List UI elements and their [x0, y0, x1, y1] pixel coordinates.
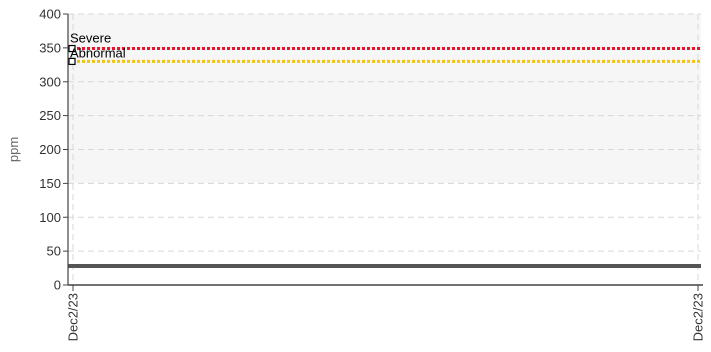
y-tick-label: 400	[39, 7, 61, 22]
x-tick-label: Dec2/23	[691, 293, 706, 341]
axes	[63, 13, 703, 291]
threshold-lines	[68, 44, 701, 66]
threshold-marker-severe	[68, 44, 76, 53]
threshold-label-severe: Severe	[70, 31, 111, 46]
y-tick-label: 100	[39, 210, 61, 225]
y-tick-label: 250	[39, 108, 61, 123]
threshold-label-abnormal: Abnormal	[70, 45, 126, 60]
y-tick-label: 350	[39, 40, 61, 55]
x-tick-label: Dec2/23	[66, 293, 81, 341]
y-tick-label: 200	[39, 142, 61, 157]
plot-background-lower	[68, 183, 701, 285]
y-axis-title: ppm	[6, 137, 21, 162]
y-tick-label: 50	[47, 244, 61, 259]
y-tick-label: 150	[39, 176, 61, 191]
threshold-marker-abnormal	[68, 57, 76, 66]
y-tick-label: 0	[54, 278, 61, 293]
plot-background-upper	[68, 14, 701, 183]
y-tick-label: 300	[39, 74, 61, 89]
